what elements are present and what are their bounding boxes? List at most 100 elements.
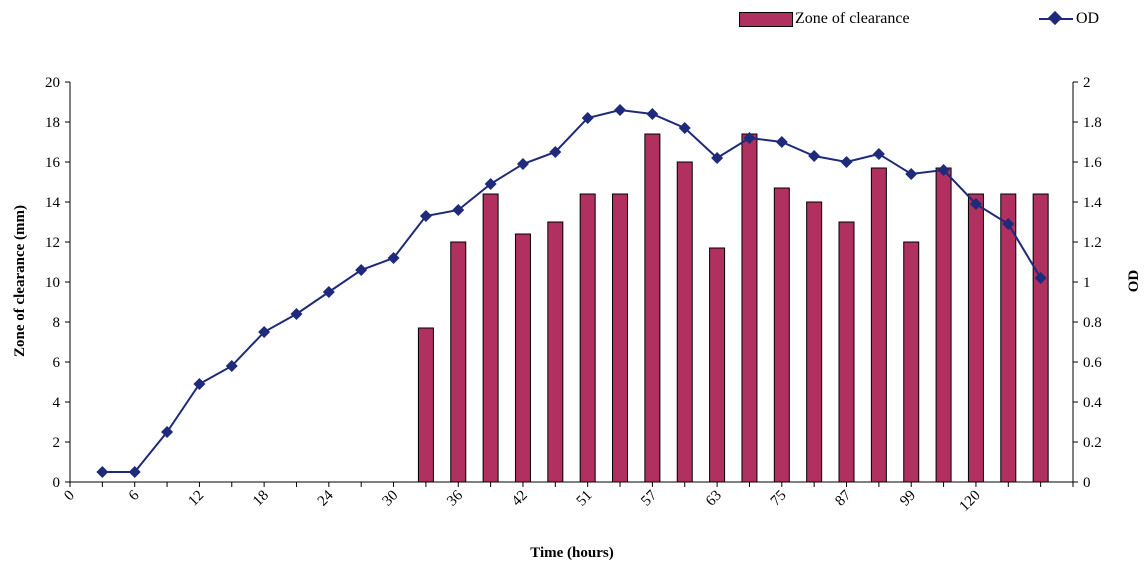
x-axis-title: Time (hours) (530, 545, 613, 561)
od-point (711, 152, 724, 164)
od-point (225, 360, 238, 372)
y2-tick-label: 0.4 (1083, 395, 1102, 411)
bar (1000, 193, 1017, 483)
od-point (452, 204, 465, 216)
x-tick-label: 24 (315, 487, 337, 509)
bar (1032, 193, 1049, 483)
x-tick-label: 18 (250, 488, 272, 510)
bar (547, 221, 564, 483)
od-point (808, 150, 821, 162)
bar (870, 167, 887, 483)
y2-tick-label: 0 (1083, 475, 1091, 491)
od-point (969, 198, 982, 210)
y2-tick-label: 1.8 (1083, 115, 1102, 131)
x-tick-label: 51 (574, 488, 596, 510)
od-point (743, 132, 756, 144)
bar (417, 327, 434, 483)
od-point (516, 158, 529, 170)
x-tick-label: 0 (61, 488, 78, 505)
bar (773, 187, 790, 483)
y2-axis-title: OD (1126, 270, 1142, 293)
x-tick-label: 120 (957, 488, 984, 515)
od-point (290, 308, 303, 320)
bar (935, 167, 952, 483)
legend-item-od: OD (1039, 10, 1099, 28)
legend-marker-diamond (1047, 10, 1063, 26)
od-point (678, 122, 691, 134)
legend-swatch-bar (739, 11, 793, 27)
bar (741, 133, 758, 483)
y-tick-label: 14 (45, 195, 61, 211)
od-point (840, 156, 853, 168)
bar (967, 193, 984, 483)
legend-label-line: OD (1076, 10, 1100, 27)
x-tick-label: 87 (832, 487, 854, 509)
y2-tick-label: 1.6 (1083, 155, 1102, 171)
y-tick-label: 16 (45, 155, 61, 171)
od-point (937, 164, 950, 176)
od-point (872, 148, 885, 160)
bar (806, 201, 823, 483)
y-tick-label: 4 (53, 395, 61, 411)
x-tick-label: 63 (703, 488, 725, 510)
y-tick-label: 20 (45, 75, 60, 91)
bar (838, 221, 855, 483)
x-tick-label: 36 (444, 487, 466, 509)
y2-tick-label: 1 (1083, 275, 1091, 291)
bar (644, 133, 661, 483)
x-tick-label: 75 (768, 488, 790, 510)
y-tick-label: 12 (45, 235, 60, 251)
od-point (193, 378, 206, 390)
y2-tick-label: 0.2 (1083, 435, 1102, 451)
legend-label-bar: Zone of clearance (795, 10, 910, 27)
x-tick-label: 42 (509, 488, 531, 510)
x-tick-label: 99 (897, 488, 919, 510)
x-tick-label: 57 (638, 487, 660, 509)
bar (482, 193, 499, 483)
od-point (484, 178, 497, 190)
od-point (355, 264, 368, 276)
legend-swatch-line (1039, 10, 1073, 26)
y2-tick-label: 0.8 (1083, 315, 1102, 331)
y-tick-label: 8 (53, 315, 61, 331)
bar (676, 161, 693, 483)
od-point (581, 112, 594, 124)
axes (65, 81, 1078, 487)
od-line (102, 108, 1042, 473)
legend-item-zone-of-clearance: Zone of clearance (739, 10, 910, 28)
bar (514, 233, 531, 483)
y-tick-label: 0 (53, 475, 61, 491)
x-tick-label: 6 (126, 487, 143, 504)
y2-tick-label: 1.4 (1083, 195, 1102, 211)
y2-tick-label: 1.2 (1083, 235, 1102, 251)
line-series-od (96, 104, 1047, 478)
od-point (549, 146, 562, 158)
bar (903, 241, 920, 483)
od-point (96, 466, 109, 478)
bar (709, 247, 726, 483)
y-tick-label: 18 (45, 115, 60, 131)
od-point (646, 108, 659, 120)
bar-series-zone-of-clearance (417, 133, 1049, 483)
od-point (128, 466, 141, 478)
y-tick-label: 10 (45, 275, 60, 291)
tick-labels: 0246810121416182000.20.40.60.811.21.41.6… (45, 75, 1102, 515)
od-point (161, 426, 174, 438)
bar (450, 241, 467, 483)
x-tick-label: 12 (185, 488, 207, 510)
y2-tick-label: 0.6 (1083, 355, 1102, 371)
od-point (322, 286, 335, 298)
od-point (1002, 218, 1015, 230)
y2-tick-label: 2 (1083, 75, 1091, 91)
od-point (419, 210, 432, 222)
od-point (775, 136, 788, 148)
x-tick-label: 30 (379, 488, 401, 510)
od-point (387, 252, 400, 264)
y-tick-label: 2 (53, 435, 61, 451)
od-point (1034, 272, 1047, 284)
od-point (905, 168, 918, 180)
od-point (614, 104, 627, 116)
od-point (258, 326, 271, 338)
bar (579, 193, 596, 483)
